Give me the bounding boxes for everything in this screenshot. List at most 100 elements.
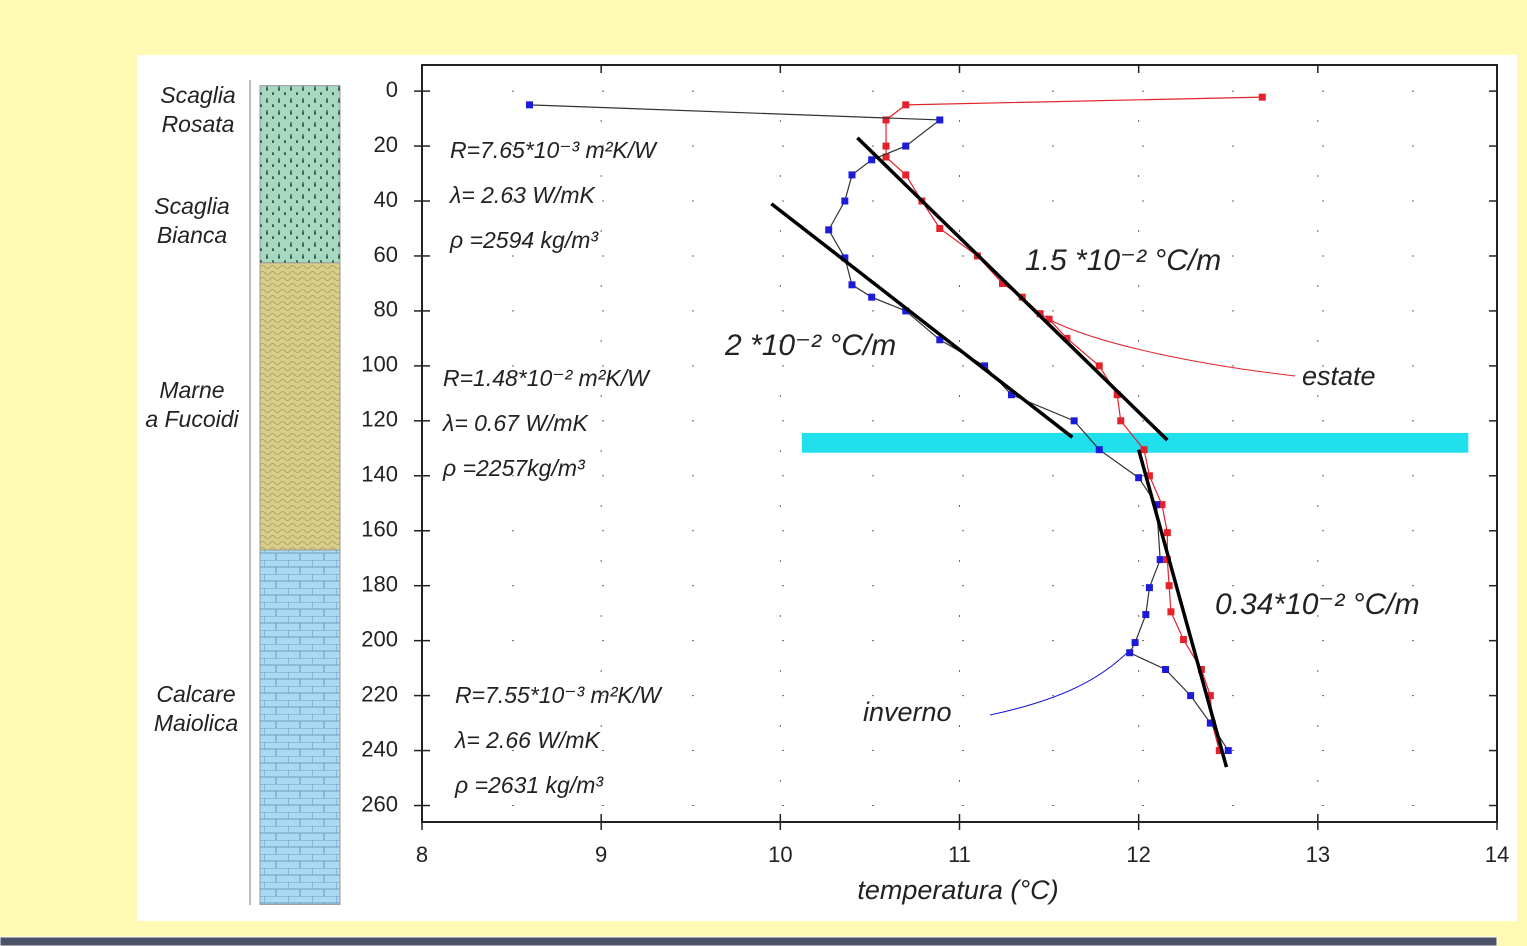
y-tick-label: 220 <box>361 681 398 706</box>
data-point <box>526 101 533 109</box>
footer-bar <box>0 936 1498 946</box>
data-point <box>841 254 849 262</box>
data-point <box>1007 391 1015 399</box>
data-point <box>882 142 890 150</box>
x-axis-title: temperatura (°C) <box>857 875 1058 905</box>
property-text: λ= 0.67 W/mK <box>441 410 590 436</box>
data-point <box>882 153 890 161</box>
y-tick-label: 240 <box>361 736 398 761</box>
data-point <box>868 293 876 301</box>
plot-frame <box>421 64 1498 823</box>
x-tick-label: 11 <box>948 842 971 867</box>
unit-label: Maiolica <box>154 710 238 736</box>
data-point <box>1070 417 1078 425</box>
data-point <box>1179 636 1187 644</box>
property-text: ρ =2631 kg/m³ <box>454 772 604 798</box>
x-tick-label: 9 <box>595 842 607 867</box>
property-text: λ= 2.63 W/mK <box>448 182 597 208</box>
data-point <box>1167 608 1175 616</box>
property-text: λ= 2.66 W/mK <box>453 727 602 753</box>
data-point <box>1162 666 1170 674</box>
y-tick-label: 260 <box>361 791 398 816</box>
y-tick-label: 0 <box>386 77 398 102</box>
data-point <box>1258 93 1266 101</box>
fit-label: 0.34*10⁻² °C/m <box>1215 588 1420 621</box>
y-tick-label: 20 <box>374 132 398 157</box>
property-text: ρ =2594 kg/m³ <box>449 227 599 253</box>
data-point <box>1163 529 1171 537</box>
fit-line <box>770 202 1074 439</box>
data-point <box>936 116 944 124</box>
data-point <box>1215 747 1223 755</box>
fit-line <box>1136 449 1229 768</box>
data-point <box>1131 639 1139 647</box>
data-point <box>1156 556 1164 564</box>
data-point <box>902 142 910 150</box>
data-point <box>1117 417 1125 425</box>
layer-pattern <box>260 262 340 550</box>
data-point <box>1126 649 1134 657</box>
data-point <box>1140 446 1148 454</box>
property-text: ρ =2257kg/m³ <box>442 455 586 481</box>
unit-label: Calcare <box>156 681 235 707</box>
data-point <box>1224 747 1232 755</box>
x-tick-label: 13 <box>1306 842 1330 867</box>
data-point <box>999 279 1006 287</box>
property-text: R=7.55*10⁻³ m²K/W <box>455 682 663 708</box>
y-tick-label: 80 <box>374 297 398 322</box>
unit-label: Rosata <box>162 111 235 137</box>
data-point <box>1206 719 1214 727</box>
data-point <box>1142 611 1150 619</box>
y-tick-label: 140 <box>361 462 398 487</box>
data-point <box>1045 315 1053 323</box>
data-point <box>1206 692 1214 700</box>
data-point <box>848 281 856 289</box>
data-point <box>1158 501 1166 509</box>
unit-label: Scaglia <box>160 82 235 108</box>
data-point <box>936 336 944 344</box>
x-tick-label: 12 <box>1126 842 1150 867</box>
series-annotation: inverno <box>863 697 952 727</box>
data-point <box>882 116 890 124</box>
property-text: R=1.48*10⁻² m²K/W <box>443 365 651 391</box>
highlight-band <box>801 432 1469 453</box>
panel <box>137 55 1517 921</box>
y-tick-label: 60 <box>374 242 398 267</box>
data-point <box>1197 666 1205 674</box>
y-tick-label: 180 <box>361 572 398 597</box>
layer-pattern <box>260 85 340 263</box>
data-point <box>841 197 849 205</box>
y-tick-label: 120 <box>361 407 398 432</box>
data-point <box>902 101 910 109</box>
data-point <box>1063 334 1071 342</box>
y-tick-label: 40 <box>374 187 398 212</box>
data-point <box>1187 692 1195 700</box>
data-point <box>936 224 944 232</box>
data-point <box>1135 474 1143 482</box>
unit-label: Bianca <box>157 222 227 248</box>
data-point <box>1095 362 1103 370</box>
estate-connector <box>1049 319 1296 377</box>
property-text: R=7.65*10⁻³ m²K/W <box>450 137 658 163</box>
x-tick-label: 10 <box>768 842 792 867</box>
layer-pattern <box>260 549 340 905</box>
data-point <box>868 156 876 164</box>
x-tick-label: 14 <box>1485 842 1509 867</box>
unit-label: Marne <box>159 377 224 403</box>
data-point <box>1145 584 1153 592</box>
data-point <box>981 362 989 370</box>
data-point <box>1095 446 1103 454</box>
data-point <box>1113 391 1121 399</box>
data-point <box>1145 472 1153 480</box>
data-point <box>902 171 910 179</box>
fit-label: 1.5 *10⁻² °C/m <box>1025 244 1221 277</box>
x-tick-label: 8 <box>416 842 428 867</box>
y-tick-label: 100 <box>361 352 398 377</box>
fit-label: 2 *10⁻² °C/m <box>724 329 896 362</box>
fit-line <box>856 136 1169 442</box>
data-point <box>1165 582 1173 590</box>
data-point <box>848 171 856 179</box>
series-annotation: estate <box>1302 361 1376 391</box>
